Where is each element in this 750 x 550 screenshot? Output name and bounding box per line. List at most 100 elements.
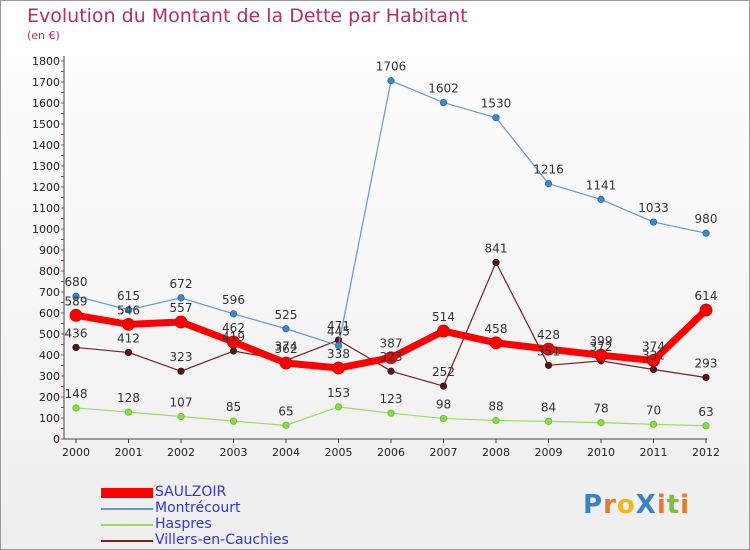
data-label: 331 <box>642 348 665 362</box>
data-point <box>122 317 135 331</box>
data-label: 980 <box>695 212 718 226</box>
data-label: 98 <box>436 397 451 411</box>
data-label: 514 <box>432 310 455 324</box>
data-label: 471 <box>327 319 350 333</box>
y-axis-ticks: 0 100 200 300 400 500 600 700 800 900 1000 1100 1200… <box>32 55 60 446</box>
data-point <box>439 382 448 390</box>
data-label: 1216 <box>533 163 564 177</box>
y-tick-label: 1500 <box>32 118 60 131</box>
logo-letter: P <box>583 490 604 520</box>
data-label: 84 <box>541 400 556 414</box>
data-label: 458 <box>485 322 508 336</box>
y-tick-label: 1300 <box>32 160 60 173</box>
data-point <box>334 403 343 411</box>
logo-letter: i <box>656 490 667 520</box>
data-label: 462 <box>222 321 245 335</box>
data-point <box>492 258 500 266</box>
data-point <box>282 325 290 333</box>
data-label: 323 <box>380 350 403 364</box>
data-label: 589 <box>65 294 88 308</box>
data-point <box>597 419 605 427</box>
data-point <box>647 354 660 367</box>
axes <box>61 56 707 440</box>
data-point <box>544 361 553 369</box>
data-point <box>227 335 240 349</box>
data-label: 387 <box>380 337 403 351</box>
y-tick-label: 300 <box>39 370 60 383</box>
data-label: 374 <box>642 339 665 353</box>
data-point <box>177 294 185 302</box>
x-tick-label: 2008 <box>482 446 510 459</box>
data-point <box>544 417 553 425</box>
data-label: 107 <box>170 396 193 410</box>
data-point <box>229 347 238 355</box>
data-label: 372 <box>590 340 613 354</box>
data-point <box>439 414 448 423</box>
y-tick-label: 700 <box>39 286 60 299</box>
legend-label: Haspres <box>155 516 212 532</box>
data-point <box>124 306 133 314</box>
logo-letter: t <box>666 490 681 520</box>
logo-letter: i <box>680 490 691 520</box>
data-label: 399 <box>590 334 613 348</box>
x-tick-label: 2006 <box>377 446 405 459</box>
data-point <box>279 356 293 370</box>
data-label: 615 <box>117 289 140 303</box>
data-label: 323 <box>170 350 193 364</box>
data-label: 338 <box>327 347 350 361</box>
data-point <box>437 324 450 338</box>
data-point <box>177 412 185 421</box>
data-label: 841 <box>485 241 508 255</box>
data-label: 1141 <box>586 178 617 192</box>
data-label: 445 <box>327 325 350 339</box>
data-label: 70 <box>646 403 661 417</box>
data-point <box>492 114 500 122</box>
data-label: 596 <box>222 293 245 307</box>
x-tick-label: 2007 <box>430 446 458 459</box>
data-point <box>702 422 710 430</box>
data-label: 680 <box>65 275 88 289</box>
data-label: 428 <box>537 328 560 342</box>
legend-label: Villers-en-Cauchies <box>155 532 289 548</box>
data-labels-layer: 589 546 557 462 362 338 387 514 458 428 399 374 614 6… <box>65 60 718 419</box>
data-point <box>229 310 238 318</box>
data-label: 1033 <box>638 201 669 215</box>
data-label: 614 <box>695 289 718 303</box>
x-tick-label: 2009 <box>535 446 563 459</box>
data-label: 374 <box>275 339 298 353</box>
data-point <box>387 367 395 375</box>
data-point <box>72 343 80 352</box>
x-tick-label: 2004 <box>272 446 300 459</box>
data-point <box>542 342 555 356</box>
y-tick-label: 400 <box>39 349 60 362</box>
data-label: 436 <box>65 326 88 340</box>
legend-swatch <box>101 540 153 542</box>
data-label: 557 <box>170 301 193 315</box>
y-tick-label: 1800 <box>32 55 60 68</box>
x-tick-label: 2012 <box>692 446 720 459</box>
y-tick-label: 1200 <box>32 181 60 194</box>
x-tick-label: 2002 <box>167 446 195 459</box>
data-point <box>699 303 713 317</box>
y-tick-label: 800 <box>39 265 60 278</box>
x-axis-ticks: 2000 2001 2002 2003 2004 2005 2006 2007 2008 2009… <box>62 439 720 459</box>
data-label: 546 <box>117 303 140 317</box>
data-label: 419 <box>222 330 245 344</box>
data-point <box>334 341 343 350</box>
data-point <box>492 416 500 425</box>
data-point <box>72 292 80 300</box>
y-tick-label: 200 <box>39 391 60 404</box>
x-tick-label: 2011 <box>640 446 668 459</box>
data-point <box>69 308 83 322</box>
data-label: 148 <box>65 387 88 401</box>
logo-letter: o <box>616 490 636 520</box>
data-point <box>174 315 188 329</box>
logo-letter: X <box>635 490 657 520</box>
data-label: 153 <box>327 386 350 400</box>
logo-letter: r <box>603 490 617 520</box>
data-point <box>332 361 345 375</box>
y-tick-label: 500 <box>39 328 60 341</box>
data-label: 362 <box>275 342 298 356</box>
